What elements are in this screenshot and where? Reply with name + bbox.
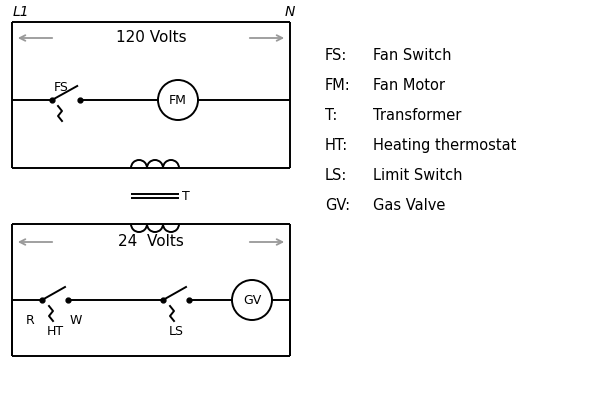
Text: L1: L1 bbox=[13, 5, 30, 19]
Text: HT: HT bbox=[47, 325, 64, 338]
Text: LS:: LS: bbox=[325, 168, 348, 183]
Text: W: W bbox=[70, 314, 83, 327]
Text: Fan Motor: Fan Motor bbox=[373, 78, 445, 93]
Text: Transformer: Transformer bbox=[373, 108, 461, 123]
Text: T:: T: bbox=[325, 108, 337, 123]
Text: FM:: FM: bbox=[325, 78, 350, 93]
Text: N: N bbox=[285, 5, 295, 19]
Text: FS: FS bbox=[54, 81, 69, 94]
Text: T: T bbox=[182, 190, 190, 202]
Text: GV:: GV: bbox=[325, 198, 350, 213]
Text: R: R bbox=[25, 314, 34, 327]
Text: FM: FM bbox=[169, 94, 187, 106]
Text: Heating thermostat: Heating thermostat bbox=[373, 138, 516, 153]
Text: 120 Volts: 120 Volts bbox=[116, 30, 186, 46]
Text: Limit Switch: Limit Switch bbox=[373, 168, 463, 183]
Text: Fan Switch: Fan Switch bbox=[373, 48, 451, 63]
Text: LS: LS bbox=[169, 325, 183, 338]
Text: FS:: FS: bbox=[325, 48, 348, 63]
Text: HT:: HT: bbox=[325, 138, 348, 153]
Text: Gas Valve: Gas Valve bbox=[373, 198, 445, 213]
Text: 24  Volts: 24 Volts bbox=[118, 234, 184, 250]
Text: GV: GV bbox=[243, 294, 261, 306]
